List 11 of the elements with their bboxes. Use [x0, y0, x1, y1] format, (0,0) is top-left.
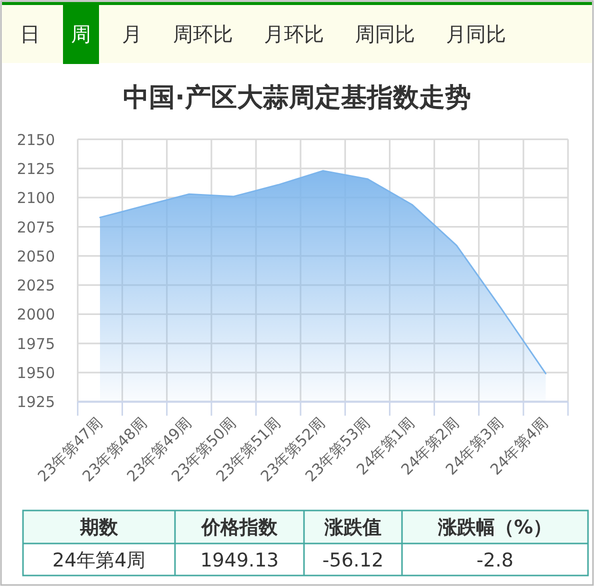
y-tick-label: 1950 — [16, 364, 55, 382]
y-tick-label: 2150 — [16, 130, 55, 149]
y-tick-label: 1925 — [16, 393, 55, 412]
y-tick-label: 2050 — [16, 247, 55, 266]
y-tick-label: 2125 — [16, 160, 55, 178]
y-tick-label: 1975 — [16, 334, 55, 353]
chart-title: 中国·产区大蒜周定基指数走势 — [123, 83, 471, 113]
y-tick-label: 2100 — [16, 189, 55, 208]
y-tick-label: 2000 — [16, 306, 55, 324]
y-tick-label: 2075 — [16, 218, 55, 236]
y-tick-label: 2025 — [16, 276, 55, 295]
